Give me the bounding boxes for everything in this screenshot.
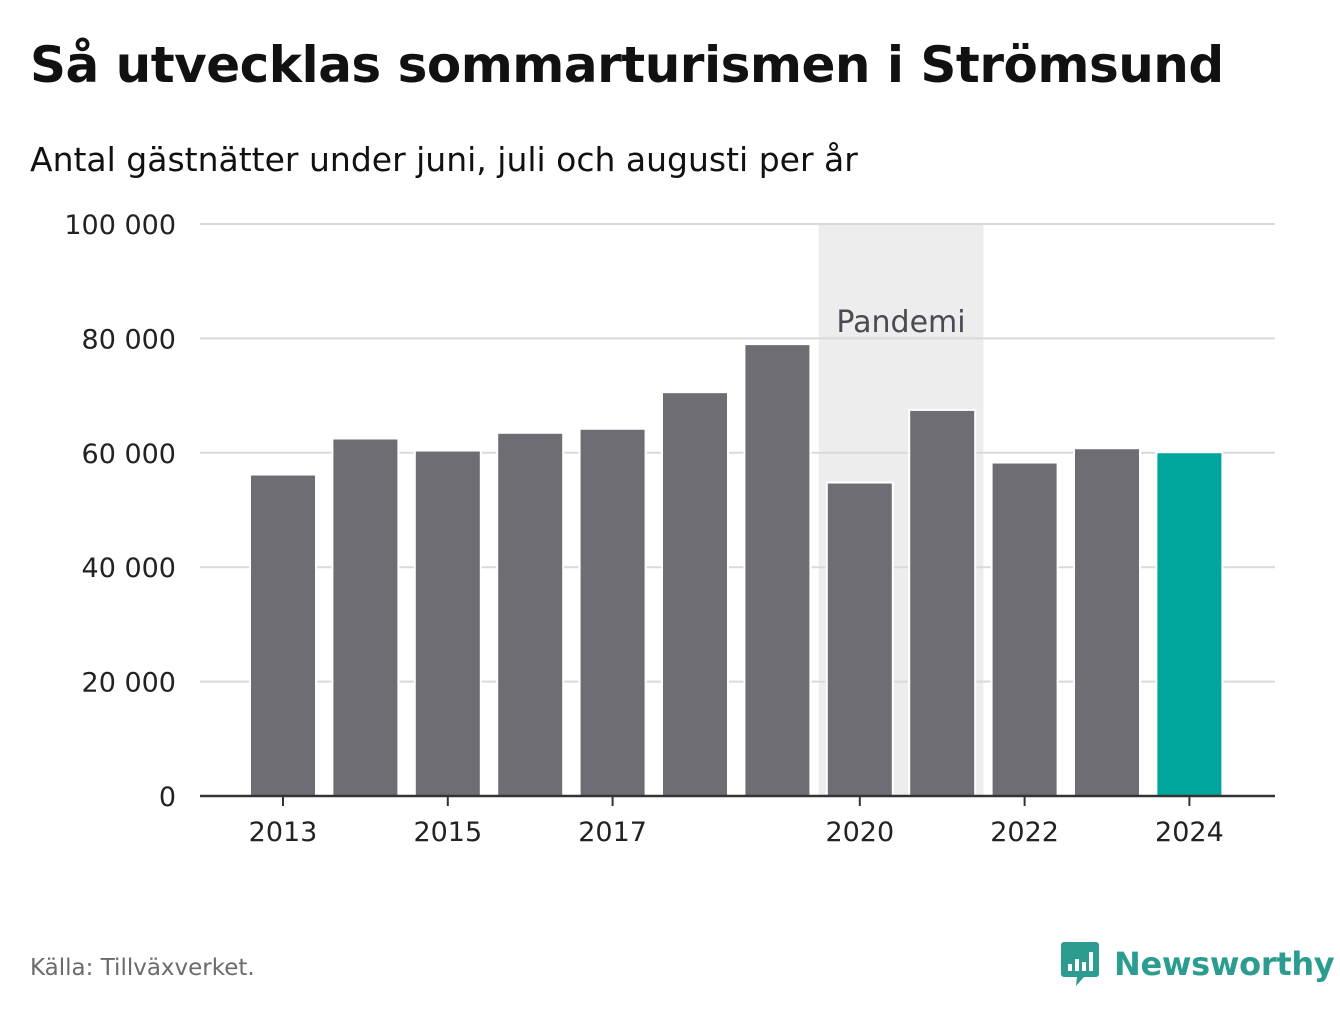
y-tick-label: 40 000 bbox=[82, 553, 176, 584]
bar-2015 bbox=[413, 449, 482, 797]
labels: Pandemi 0 20 000 40 000 60 000 80 000 100 000 2… bbox=[64, 210, 1223, 848]
x-tick-label: 2022 bbox=[990, 817, 1059, 848]
brand-logo: Newsworthy bbox=[1060, 940, 1335, 988]
source-note: Källa: Tillväxverket. bbox=[30, 955, 255, 981]
x-tick-label: 2024 bbox=[1155, 817, 1224, 848]
bar-2013 bbox=[249, 473, 317, 797]
bar-2018 bbox=[661, 391, 729, 797]
chart-subtitle: Antal gästnätter under juni, juli och au… bbox=[30, 140, 858, 179]
bar-2014 bbox=[331, 437, 400, 797]
x-tick-label: 2013 bbox=[249, 817, 318, 848]
bar-2022 bbox=[990, 461, 1059, 797]
bar-2017 bbox=[578, 427, 647, 797]
x-tick-label: 2020 bbox=[825, 817, 894, 848]
chart-title: Så utvecklas sommarturismen i Strömsund bbox=[30, 36, 1224, 94]
newsworthy-logo-icon bbox=[1061, 942, 1099, 986]
bars bbox=[249, 343, 1224, 797]
bar-2024 bbox=[1155, 451, 1224, 797]
pandemic-label: Pandemi bbox=[836, 305, 965, 340]
y-tick-label: 60 000 bbox=[82, 439, 176, 470]
bar-chart: Pandemi 0 20 000 40 000 60 000 80 000 100 000 2… bbox=[64, 210, 1275, 848]
y-tick-label: 100 000 bbox=[64, 210, 176, 241]
y-tick-label: 0 bbox=[159, 782, 176, 813]
x-tick-label: 2015 bbox=[413, 817, 482, 848]
bar-2021 bbox=[908, 408, 977, 797]
bar-2016 bbox=[496, 431, 565, 797]
bar-2023 bbox=[1073, 447, 1141, 797]
bar-2019 bbox=[743, 343, 812, 797]
y-tick-label: 80 000 bbox=[82, 324, 176, 355]
x-tick-label: 2017 bbox=[578, 817, 647, 848]
y-tick-label: 20 000 bbox=[82, 668, 176, 699]
brand-name: Newsworthy bbox=[1114, 945, 1335, 983]
axes bbox=[200, 794, 1275, 806]
bar-2020 bbox=[825, 481, 894, 797]
